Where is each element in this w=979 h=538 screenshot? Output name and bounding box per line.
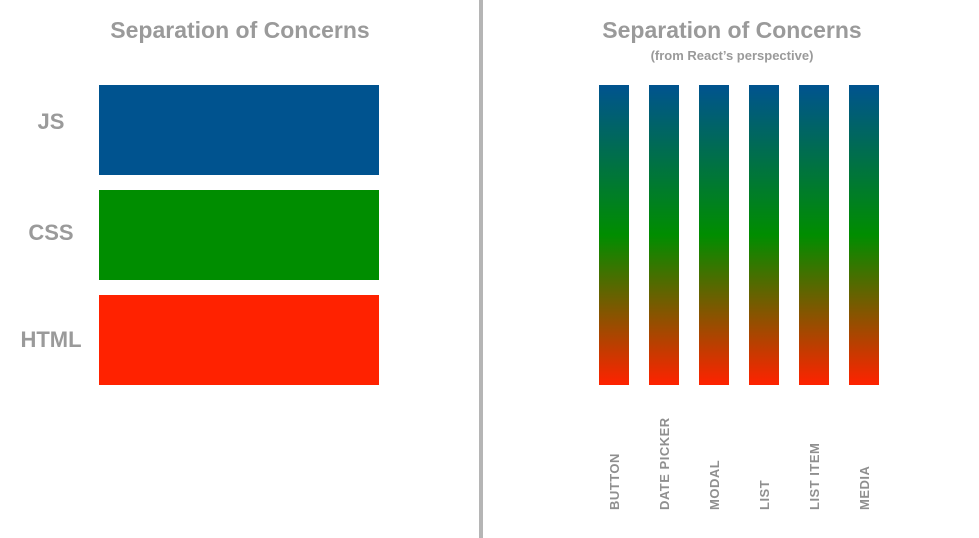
layer-bar-html	[99, 295, 379, 385]
component-column-button	[599, 85, 629, 385]
layer-label-html: HTML	[20, 327, 82, 352]
component-label-button-wrap: BUTTON	[599, 395, 629, 510]
layer-label-js: JS	[37, 109, 65, 134]
component-label-list-item: LIST ITEM	[806, 442, 822, 510]
component-column-modal	[699, 85, 729, 385]
layer-bar-js	[99, 85, 379, 175]
component-label-date-picker: DATE PICKER	[656, 417, 672, 510]
component-label-modal: MODAL	[706, 459, 722, 510]
component-label-modal-wrap: MODAL	[699, 395, 729, 510]
component-label-date-picker-wrap: DATE PICKER	[649, 395, 679, 510]
component-label-list-wrap: LIST	[749, 395, 779, 510]
panel-divider	[479, 0, 483, 538]
component-column-media	[849, 85, 879, 385]
component-column-list-item	[799, 85, 829, 385]
layer-label-css: CSS	[28, 220, 74, 245]
left-panel-title: Separation of Concerns	[110, 17, 370, 43]
component-label-button: BUTTON	[606, 453, 622, 510]
layer-bar-css	[99, 190, 379, 280]
right-panel-title: Separation of Concerns	[602, 17, 862, 43]
component-column-list	[749, 85, 779, 385]
component-label-list: LIST	[756, 479, 772, 510]
right-panel-subtitle: (from React’s perspective)	[650, 48, 814, 63]
component-label-media-wrap: MEDIA	[849, 395, 879, 510]
component-column-date-picker	[649, 85, 679, 385]
component-label-media: MEDIA	[856, 465, 872, 510]
component-label-list-item-wrap: LIST ITEM	[799, 395, 829, 510]
